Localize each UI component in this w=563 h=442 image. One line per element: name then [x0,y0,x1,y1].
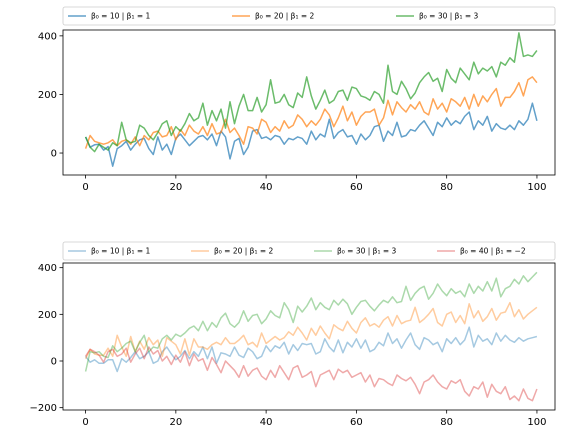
legend-box [62,6,556,26]
top-legend: β₀ = 10 | β₁ = 1 β₀ = 20 | β₁ = 2 β₀ = 30 … [62,6,556,26]
top-y-axis: 0 200 400 [38,31,63,160]
x-tick-label: 60 [350,182,363,193]
bottom-y-axis: −200 0 200 400 [30,263,63,414]
series-line-3 [84,271,538,372]
x-tick-label: 0 [82,417,88,428]
y-tick-label: 0 [51,357,57,368]
x-tick-label: 40 [260,417,273,428]
legend-label: β₀ = 10 | β₁ = 1 [91,12,151,21]
y-tick-label: 200 [38,310,57,321]
x-tick-label: 20 [169,417,182,428]
legend-box [62,241,556,261]
legend-label: β₀ = 30 | β₁ = 3 [419,12,479,21]
series-line-2 [84,301,538,360]
y-tick-label: −200 [30,403,57,414]
x-tick-label: 20 [169,182,182,193]
legend-label: β₀ = 20 | β₁ = 2 [255,12,315,21]
bottom-series-lines [84,271,538,402]
bottom-legend: β₀ = 10 | β₁ = 1 β₀ = 20 | β₁ = 2 β₀ = 30 … [62,241,556,261]
top-series-lines [84,32,538,167]
y-tick-label: 400 [38,31,57,42]
series-line-1 [84,102,538,167]
y-tick-label: 200 [38,90,57,101]
top-chart: β₀ = 10 | β₁ = 1 β₀ = 20 | β₁ = 2 β₀ = 30 … [38,6,556,193]
top-x-axis: 0 20 40 60 80 100 [82,175,546,193]
x-tick-label: 100 [527,417,546,428]
y-tick-label: 0 [51,149,57,160]
series-line-2 [84,76,538,149]
x-tick-label: 0 [82,182,88,193]
bottom-plot-frame [62,262,556,411]
x-tick-label: 80 [440,182,453,193]
legend-label: β₀ = 20 | β₁ = 2 [214,247,274,256]
series-line-3 [84,32,538,153]
y-tick-label: 400 [38,263,57,274]
x-tick-label: 40 [260,182,273,193]
legend-label: β₀ = 40 | β₁ = −2 [460,247,526,256]
legend-label: β₀ = 10 | β₁ = 1 [91,247,151,256]
x-tick-label: 80 [440,417,453,428]
series-line-4 [84,346,538,402]
x-tick-label: 60 [350,417,363,428]
bottom-chart: β₀ = 10 | β₁ = 1 β₀ = 20 | β₁ = 2 β₀ = 30 … [30,241,556,428]
legend-label: β₀ = 30 | β₁ = 3 [337,247,397,256]
series-line-1 [85,326,538,373]
top-plot-frame [62,29,556,176]
bottom-x-axis: 0 20 40 60 80 100 [82,410,546,428]
x-tick-label: 100 [527,182,546,193]
